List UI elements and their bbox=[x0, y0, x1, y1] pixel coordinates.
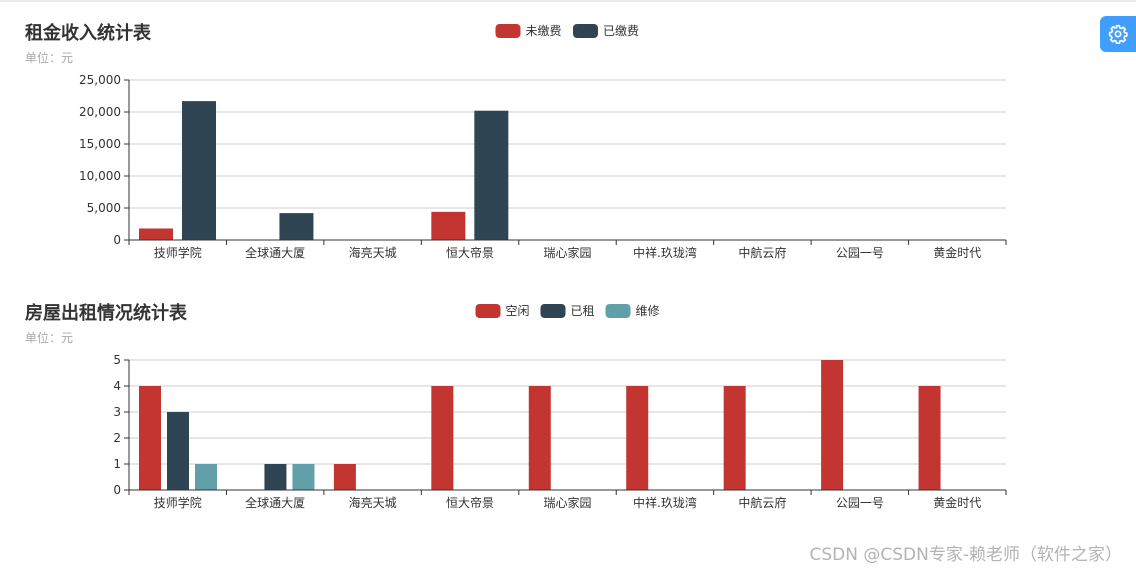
watermark: CSDN @CSDN专家-赖老师（软件之家） bbox=[809, 545, 1122, 565]
bar[interactable] bbox=[528, 386, 551, 490]
x-tick-label: 黄金时代 bbox=[933, 495, 981, 510]
chart-axes: 0 1 2 3 4 5 技师学院 全球通大厦 海亮天城 恒大帝景 瑞心家园 中祥.玖珑湾 中航云府 公园一… bbox=[113, 353, 1007, 510]
x-tick-label: 中航云府 bbox=[738, 495, 786, 510]
chart-subtitle: 单位：元 bbox=[25, 330, 73, 345]
chart-title: 租金收入统计表 bbox=[25, 22, 152, 44]
legend-item[interactable]: 未缴费 bbox=[495, 23, 562, 38]
chart-title: 房屋出租情况统计表 bbox=[25, 302, 188, 324]
y-tick-label: 2 bbox=[113, 431, 121, 445]
legend-item[interactable]: 空闲 bbox=[475, 304, 530, 318]
y-tick-label: 20,000 bbox=[79, 105, 121, 119]
x-tick-label: 瑞心家园 bbox=[543, 495, 591, 510]
x-tick-label: 恒大帝景 bbox=[446, 245, 494, 260]
bar[interactable] bbox=[918, 386, 941, 490]
y-tick-label: 25,000 bbox=[79, 73, 121, 87]
chart-axes: 0 5,000 10,000 15,000 20,000 25,000 技师学院 全球通大厦 海… bbox=[79, 73, 1007, 260]
chart-subtitle: 单位：元 bbox=[25, 50, 73, 65]
legend-swatch bbox=[475, 304, 501, 318]
legend-label: 未缴费 bbox=[526, 23, 562, 38]
x-tick-label: 恒大帝景 bbox=[446, 495, 494, 510]
bar[interactable] bbox=[139, 386, 161, 490]
bar[interactable] bbox=[139, 228, 173, 240]
x-tick-label: 海亮天城 bbox=[349, 495, 397, 510]
legend-label: 空闲 bbox=[506, 304, 530, 318]
legend-item[interactable]: 维修 bbox=[605, 303, 660, 318]
legend-swatch bbox=[495, 24, 521, 38]
occupancy-chart: 房屋出租情况统计表 单位：元 空闲 已租 维修 0 1 2 3 4 5 技师学院 全球通大厦 海亮天… bbox=[25, 302, 1007, 510]
y-tick-label: 0 bbox=[113, 483, 121, 497]
bar[interactable] bbox=[279, 213, 314, 240]
legend-label: 维修 bbox=[636, 303, 660, 318]
x-tick-label: 技师学院 bbox=[154, 495, 202, 510]
chart-bars bbox=[139, 360, 941, 490]
chart-bars bbox=[139, 101, 509, 241]
y-tick-label: 1 bbox=[113, 457, 121, 471]
legend-item[interactable]: 已租 bbox=[540, 304, 595, 318]
legend-item[interactable]: 已缴费 bbox=[573, 23, 639, 38]
y-tick-label: 0 bbox=[113, 233, 121, 247]
rent-income-chart: 租金收入统计表 单位：元 未缴费 已缴费 0 5,000 10,000 15,000 20… bbox=[25, 22, 1007, 260]
x-tick-label: 全球通大厦 bbox=[245, 495, 305, 510]
legend-swatch bbox=[605, 304, 631, 318]
x-tick-label: 中祥.玖珑湾 bbox=[633, 245, 697, 260]
settings-button[interactable] bbox=[1100, 16, 1136, 52]
bar[interactable] bbox=[182, 101, 216, 241]
y-tick-label: 5,000 bbox=[87, 201, 121, 215]
bar[interactable] bbox=[626, 386, 649, 490]
chart-grid bbox=[129, 359, 1006, 491]
bar[interactable] bbox=[333, 464, 356, 490]
y-tick-label: 15,000 bbox=[79, 137, 121, 151]
bar[interactable] bbox=[821, 360, 844, 490]
bar[interactable] bbox=[723, 386, 746, 490]
legend-label: 已租 bbox=[571, 304, 595, 318]
x-tick-label: 公园一号 bbox=[836, 496, 884, 510]
bar[interactable] bbox=[474, 110, 509, 240]
x-tick-label: 海亮天城 bbox=[349, 245, 397, 260]
gear-icon bbox=[1108, 24, 1128, 44]
chart-legend[interactable]: 空闲 已租 维修 bbox=[475, 303, 660, 318]
top-divider bbox=[0, 0, 1136, 2]
chart-legend[interactable]: 未缴费 已缴费 bbox=[495, 23, 640, 38]
chart-grid bbox=[129, 79, 1006, 241]
x-tick-label: 公园一号 bbox=[836, 246, 884, 260]
x-tick-label: 中祥.玖珑湾 bbox=[633, 495, 697, 510]
bar[interactable] bbox=[431, 211, 466, 240]
legend-label: 已缴费 bbox=[603, 23, 639, 38]
legend-swatch bbox=[540, 304, 566, 318]
y-tick-label: 5 bbox=[113, 353, 121, 367]
bar[interactable] bbox=[264, 464, 287, 490]
y-tick-label: 10,000 bbox=[79, 169, 121, 183]
x-tick-label: 全球通大厦 bbox=[245, 245, 305, 260]
legend-swatch bbox=[573, 24, 598, 38]
x-tick-label: 瑞心家园 bbox=[543, 245, 591, 260]
x-tick-label: 中航云府 bbox=[738, 245, 786, 260]
y-tick-label: 3 bbox=[113, 405, 121, 419]
x-tick-label: 黄金时代 bbox=[933, 245, 981, 260]
bar[interactable] bbox=[167, 412, 189, 490]
y-tick-label: 4 bbox=[113, 379, 121, 393]
bar[interactable] bbox=[195, 464, 217, 490]
x-tick-label: 技师学院 bbox=[154, 245, 202, 260]
bar[interactable] bbox=[431, 386, 454, 490]
bar[interactable] bbox=[292, 464, 315, 490]
